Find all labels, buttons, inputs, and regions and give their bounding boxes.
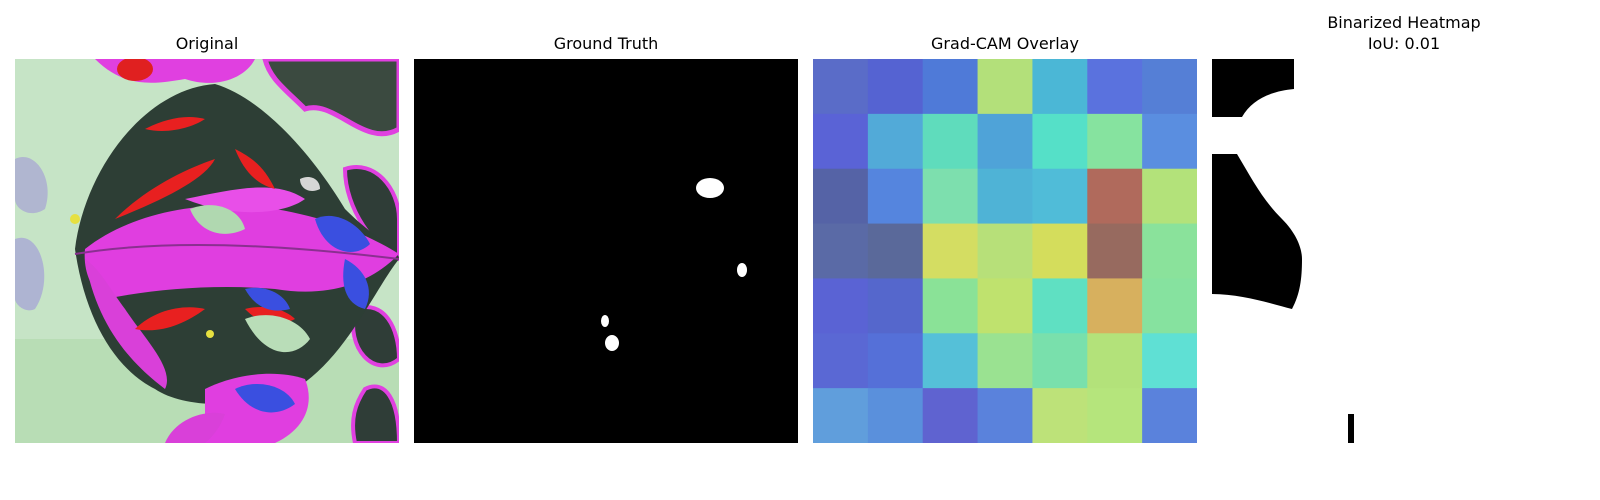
heatmap-cell: [813, 223, 869, 279]
heatmap-cell: [1142, 113, 1197, 170]
heatmap-cell: [867, 113, 924, 170]
binarized-heatmap: [1212, 59, 1596, 443]
iou-label: IoU: 0.01: [1367, 34, 1441, 53]
original-title: Original: [175, 34, 239, 53]
heatmap-cell: [813, 113, 869, 170]
heatmap-cell: [1032, 333, 1088, 389]
heatmap-cell: [1142, 168, 1197, 225]
heatmap-cell: [1087, 388, 1143, 443]
heatmap-cell: [977, 223, 1033, 279]
heatmap-cell: [867, 333, 924, 389]
heatmap-cell: [977, 333, 1033, 389]
heatmap-cell: [1142, 333, 1197, 389]
gradcam-title: Grad-CAM Overlay: [931, 34, 1079, 53]
heatmap-cell: [867, 59, 924, 115]
gradcam-grid: [813, 59, 1197, 443]
heatmap-cell: [922, 168, 979, 225]
heatmap-cell: [922, 388, 979, 443]
ground-truth-mask: [414, 59, 798, 443]
heatmap-cell: [813, 278, 869, 334]
heatmap-cell: [1087, 168, 1143, 225]
heatmap-cell: [1032, 388, 1088, 443]
heatmap-cell: [867, 278, 924, 334]
heatmap-cell: [977, 168, 1033, 225]
heatmap-cell: [1032, 223, 1088, 279]
heatmap-cell: [1087, 333, 1143, 389]
original-image: [15, 59, 399, 443]
heatmap-cell: [1087, 113, 1143, 170]
ground-truth-title: Ground Truth: [553, 34, 659, 53]
heatmap-cell: [1087, 59, 1143, 115]
heatmap-cell: [922, 333, 979, 389]
heatmap-cell: [977, 278, 1033, 334]
gradcam-overlay: [813, 59, 1197, 443]
heatmap-cell: [867, 223, 924, 279]
heatmap-cell: [977, 113, 1033, 170]
heatmap-cell: [813, 59, 869, 115]
heatmap-cell: [1032, 168, 1088, 225]
heatmap-cell: [813, 168, 869, 225]
heatmap-cell: [1142, 278, 1197, 334]
heatmap-cell: [813, 333, 869, 389]
heatmap-cell: [1032, 59, 1088, 115]
heatmap-cell: [813, 388, 869, 443]
heatmap-cell: [922, 113, 979, 170]
heatmap-cell: [1032, 278, 1088, 334]
heatmap-cell: [922, 278, 979, 334]
heatmap-cell: [1142, 388, 1197, 443]
heatmap-cell: [867, 388, 924, 443]
binarized-title: Binarized Heatmap: [1327, 13, 1481, 32]
heatmap-cell: [977, 59, 1033, 115]
heatmap-cell: [1087, 223, 1143, 279]
heatmap-cell: [1142, 59, 1197, 115]
heatmap-cell: [922, 223, 979, 279]
heatmap-cell: [1087, 278, 1143, 334]
heatmap-cell: [922, 59, 979, 115]
heatmap-cell: [977, 388, 1033, 443]
heatmap-cell: [1142, 223, 1197, 279]
heatmap-cell: [1032, 113, 1088, 170]
heatmap-cell: [867, 168, 924, 225]
